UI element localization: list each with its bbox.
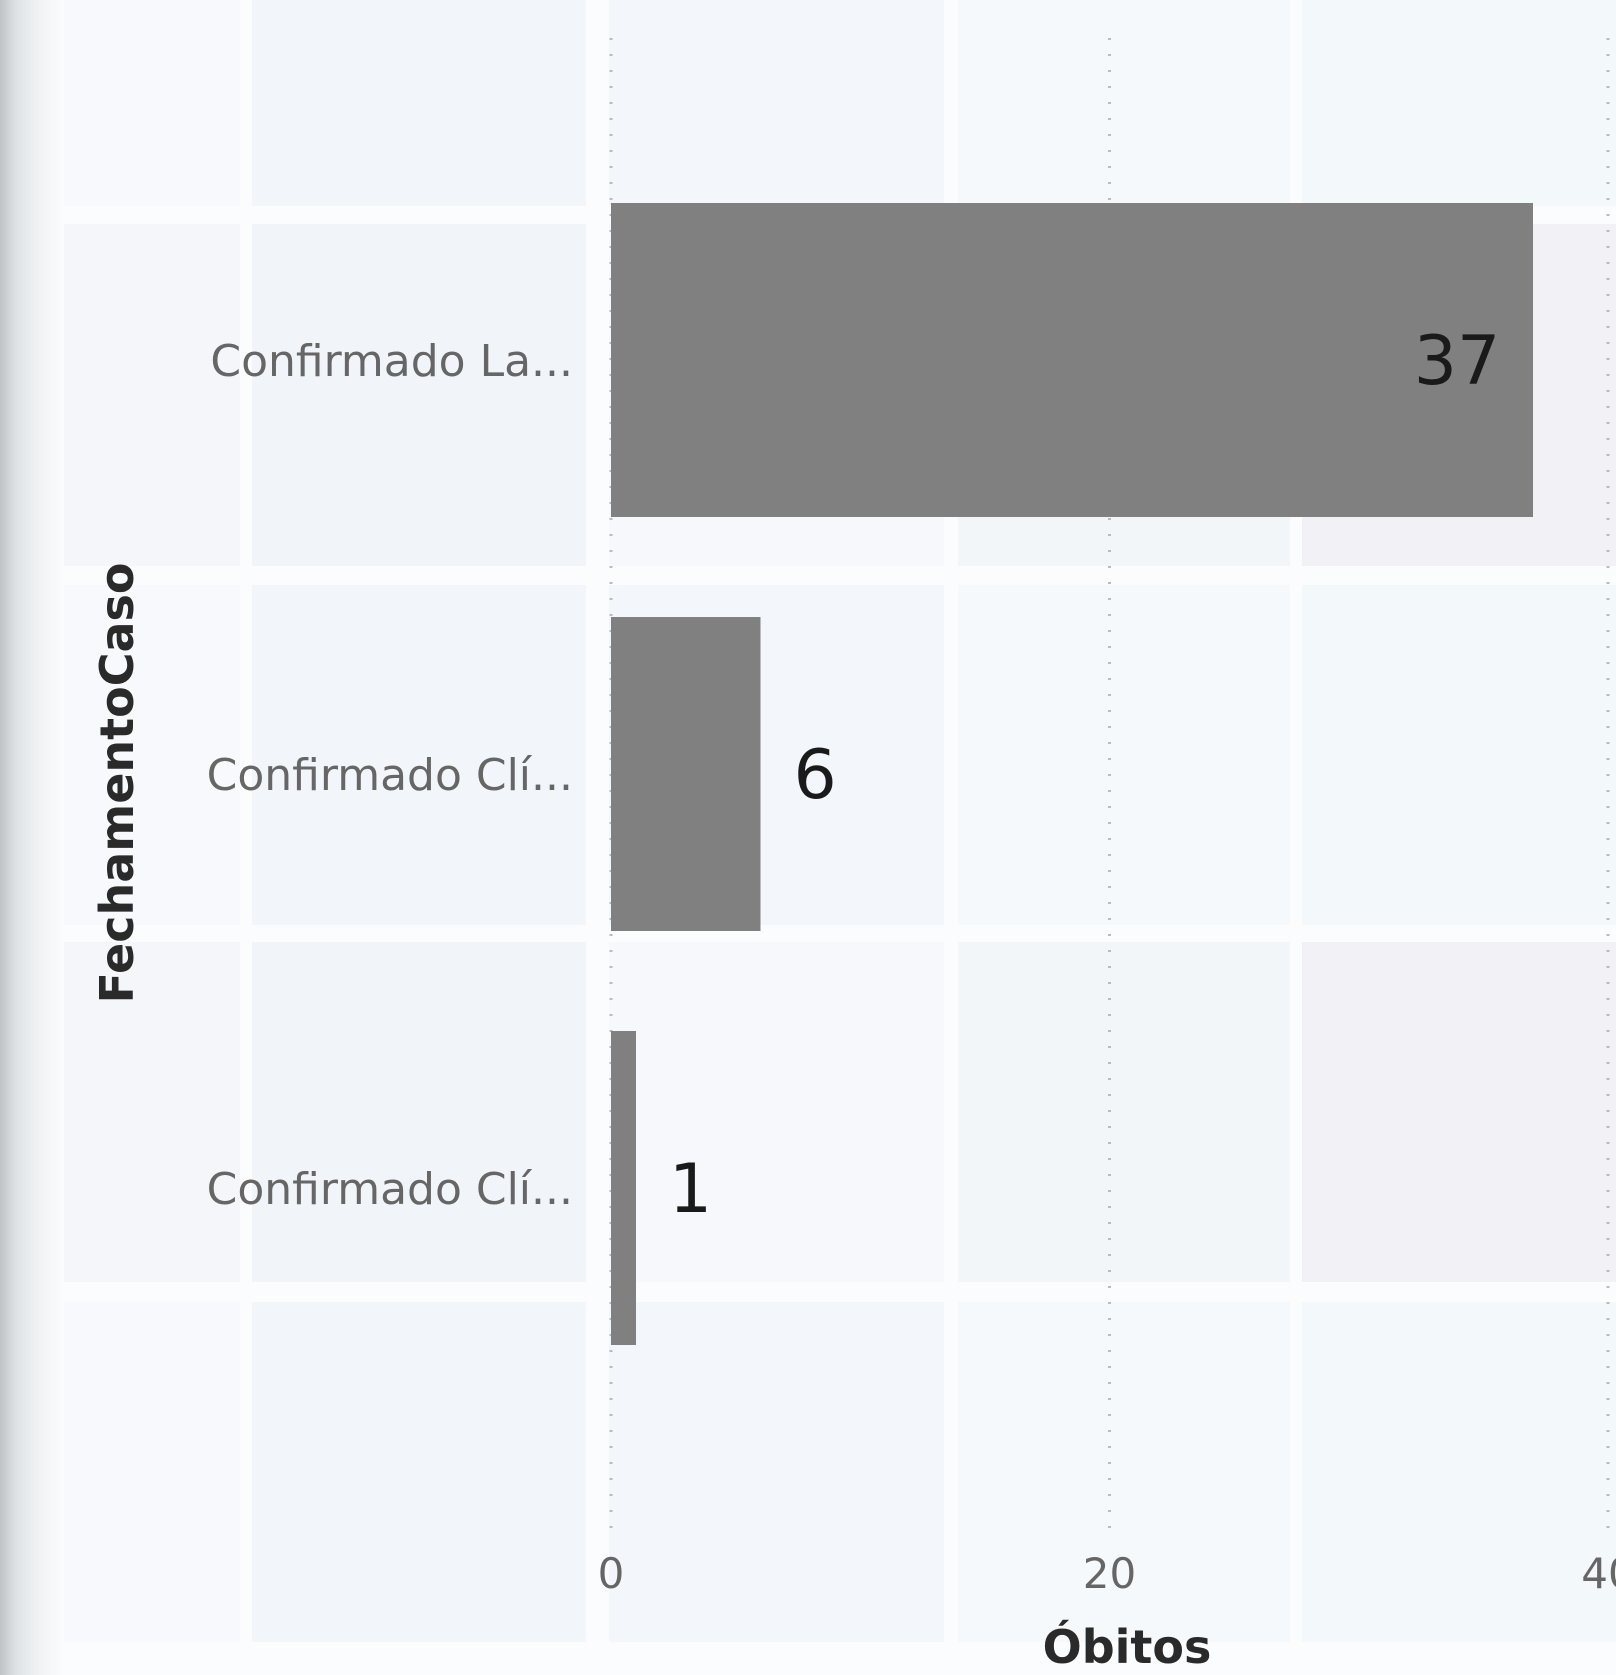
category-label: Confirmado La... bbox=[210, 336, 573, 387]
bar[interactable] bbox=[611, 617, 761, 931]
background-tile bbox=[609, 942, 944, 1282]
y-axis-title: FechamentoCaso bbox=[90, 562, 144, 1003]
background-tile bbox=[958, 585, 1290, 925]
background-tile bbox=[958, 0, 1290, 206]
background-tile bbox=[252, 1302, 586, 1642]
category-labels: Confirmado La... Confirmado Clí... Confirm… bbox=[207, 336, 573, 1215]
background-tile bbox=[609, 0, 944, 206]
category-label: Confirmado Clí... bbox=[207, 750, 573, 801]
data-label: 37 bbox=[1414, 322, 1501, 401]
background-tile bbox=[1302, 0, 1616, 206]
background-tile bbox=[958, 942, 1290, 1282]
background-tile bbox=[1302, 1302, 1616, 1642]
category-label: Confirmado Clí... bbox=[207, 1164, 573, 1215]
data-labels: 37 6 1 bbox=[669, 322, 1500, 1229]
bars bbox=[611, 203, 1534, 1345]
background-tile bbox=[609, 1302, 944, 1642]
x-tick-label: 40 bbox=[1581, 1549, 1616, 1598]
background-tile bbox=[1302, 585, 1616, 925]
background-tile bbox=[64, 1302, 240, 1642]
background-tile bbox=[1302, 942, 1616, 1282]
background-tile bbox=[252, 0, 586, 206]
background-tile bbox=[252, 585, 586, 925]
background-tile bbox=[252, 224, 586, 566]
bar[interactable] bbox=[611, 1031, 636, 1345]
background-tile bbox=[64, 942, 240, 1282]
background-tile bbox=[64, 585, 240, 925]
background-tile bbox=[958, 1302, 1290, 1642]
x-axis-title: Óbitos bbox=[1043, 1620, 1212, 1674]
x-tick-label: 20 bbox=[1083, 1549, 1136, 1598]
x-tick-label: 0 bbox=[598, 1549, 625, 1598]
background-tile bbox=[64, 224, 240, 566]
background-tile bbox=[64, 0, 240, 206]
bar[interactable] bbox=[611, 203, 1534, 517]
background-tile bbox=[252, 942, 586, 1282]
data-label: 6 bbox=[794, 736, 837, 815]
x-axis-ticks: 0 20 40 bbox=[598, 1549, 1616, 1598]
panel-edge-shadow bbox=[0, 0, 64, 1675]
data-label: 1 bbox=[669, 1150, 712, 1229]
